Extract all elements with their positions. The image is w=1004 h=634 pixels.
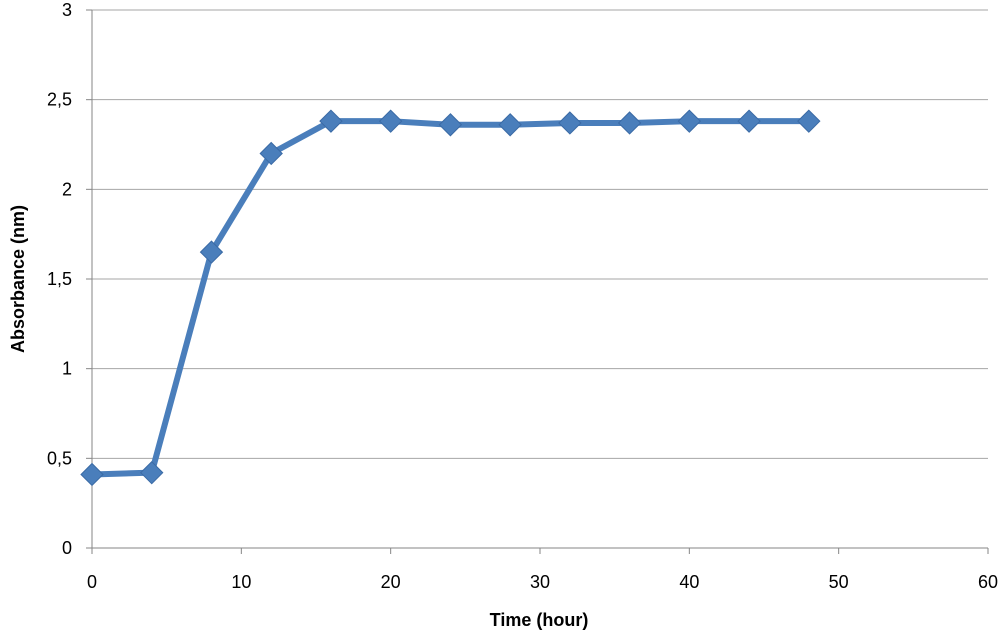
data-point-marker xyxy=(438,113,463,137)
y-tick-label: 1,5 xyxy=(47,269,72,289)
data-point-marker xyxy=(378,109,403,133)
data-point-marker xyxy=(80,462,104,487)
x-tick-label: 40 xyxy=(679,572,699,592)
data-point-marker xyxy=(259,141,283,166)
y-tick-label: 2,5 xyxy=(47,90,72,110)
data-point-marker xyxy=(797,109,821,133)
series-line xyxy=(89,118,812,478)
data-point-marker xyxy=(677,109,702,133)
y-tick-label: 0,5 xyxy=(47,448,72,468)
x-tick-label: 10 xyxy=(231,572,251,592)
gridlines xyxy=(92,9,988,459)
data-point-marker xyxy=(498,113,522,137)
data-point-marker xyxy=(617,111,642,135)
tick-labels: 00,511,522,530 10 20 30 40 50 60 xyxy=(47,0,998,592)
axes xyxy=(86,9,989,554)
data-point-marker xyxy=(319,109,343,133)
x-tick-label: 60 xyxy=(978,572,998,592)
y-tick-label: 1 xyxy=(62,359,72,379)
y-tick-label: 2 xyxy=(62,179,72,199)
x-tick-label: 30 xyxy=(530,572,550,592)
y-tick-label: 3 xyxy=(62,0,72,20)
y-tick-label: 0 xyxy=(62,538,72,558)
y-axis-title: Absorbance (nm) xyxy=(8,205,28,353)
x-tick-label: 0 xyxy=(87,572,97,592)
series-layer xyxy=(80,109,821,487)
data-point-marker xyxy=(199,240,224,264)
data-point-marker xyxy=(140,460,164,485)
x-tick-label: 50 xyxy=(829,572,849,592)
x-tick-label: 20 xyxy=(381,572,401,592)
data-point-marker xyxy=(558,111,582,135)
data-point-marker xyxy=(737,109,761,133)
x-axis-title: Time (hour) xyxy=(490,610,589,630)
